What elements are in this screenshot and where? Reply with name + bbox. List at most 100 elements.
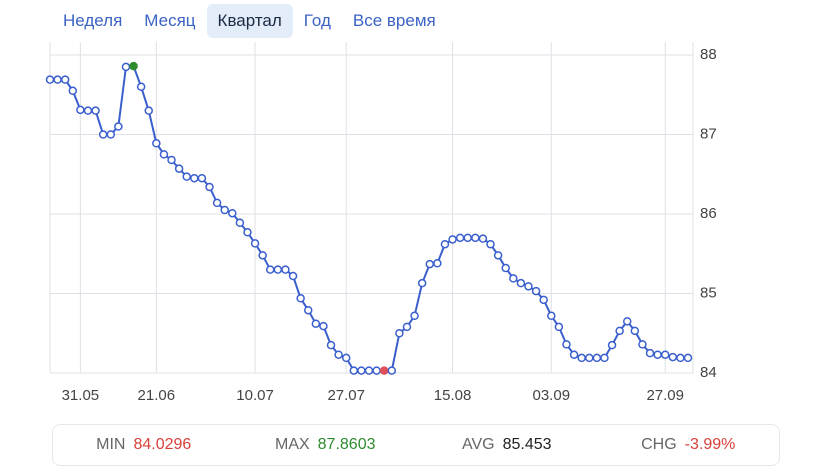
point [364,366,374,375]
point [250,239,260,248]
point [478,234,488,243]
stat-value: 87.8603 [317,436,376,453]
x-tick-label: 27.09 [646,387,684,404]
stat-label: MIN [96,436,126,453]
point [638,340,647,349]
x-tick-label: 03.09 [533,387,571,404]
point [281,265,290,274]
point [607,340,617,350]
point [645,348,655,358]
tab-bar: Неделя Месяц Квартал Год Все время [52,4,447,38]
point [592,353,602,363]
tab[interactable]: Квартал [206,4,293,38]
point [228,208,237,218]
y-tick-label: 87 [700,125,717,142]
x-tick-label: 27.07 [327,387,365,404]
point [683,353,693,363]
point [676,353,685,363]
stat-value: -3.99% [684,436,736,453]
point [493,251,503,260]
point [357,366,366,375]
stat-value: 85.453 [502,436,552,453]
point [182,172,191,181]
point [205,182,214,192]
point [243,228,252,237]
point [471,233,480,243]
point [417,278,427,288]
point [539,295,548,305]
point [296,294,305,303]
point [273,265,283,274]
point [334,350,343,359]
point [91,106,100,115]
y-tick-label: 85 [700,284,717,301]
point [463,233,472,243]
stat-label: MAX [274,436,310,453]
point [501,263,510,273]
point [106,130,116,139]
point [136,82,146,92]
point [630,326,640,336]
point [60,75,70,84]
x-tick-label: 21.06 [138,387,176,404]
point [554,322,564,332]
point [212,198,222,208]
point [68,86,78,96]
point [653,350,662,359]
tab[interactable]: Неделя [63,11,123,30]
y-tick-label: 84 [700,364,717,381]
stat: AVG 85.453 [416,425,598,465]
point [349,366,359,375]
point [311,319,321,328]
point [569,350,579,359]
point [433,259,442,268]
tab[interactable]: Все время [352,11,436,30]
stat-label: CHG [641,436,677,453]
x-tick-label: 31.05 [62,387,100,404]
point [235,218,245,227]
point [577,353,586,363]
point [190,173,199,183]
point [425,259,435,269]
point [622,317,632,326]
point [448,235,457,244]
point [152,138,161,148]
point [45,75,55,84]
x-tick-label: 15.08 [434,387,472,404]
point [455,233,465,243]
point [379,366,389,375]
y-tick-label: 88 [700,46,717,63]
point [319,321,328,331]
point [395,329,404,338]
stat: MIN 84.0296 [53,425,235,465]
point [76,105,85,115]
point [220,205,229,215]
tab[interactable]: Год [303,11,331,30]
point [144,106,153,115]
point [410,311,419,321]
point [98,130,108,139]
point [303,305,313,315]
point [167,155,176,165]
stat: CHG -3.99% [598,425,780,465]
point [660,350,670,359]
stat-label: AVG [461,436,495,453]
stats-bar: MIN 84.0296 MAX 87.8603 AVG 85.453 CHG -3.99% [52,424,780,466]
point [509,274,518,283]
point [83,106,93,115]
point [197,173,207,183]
point [585,353,594,363]
point [121,62,131,72]
point [600,353,609,363]
stat-value: 84.0296 [133,436,192,453]
point [486,239,495,249]
tab[interactable]: Месяц [144,11,196,30]
point [372,366,381,375]
point [326,340,336,350]
point [524,282,533,291]
point [159,150,169,159]
point [114,122,123,131]
point [129,61,138,71]
point [402,322,412,332]
point [53,75,62,84]
